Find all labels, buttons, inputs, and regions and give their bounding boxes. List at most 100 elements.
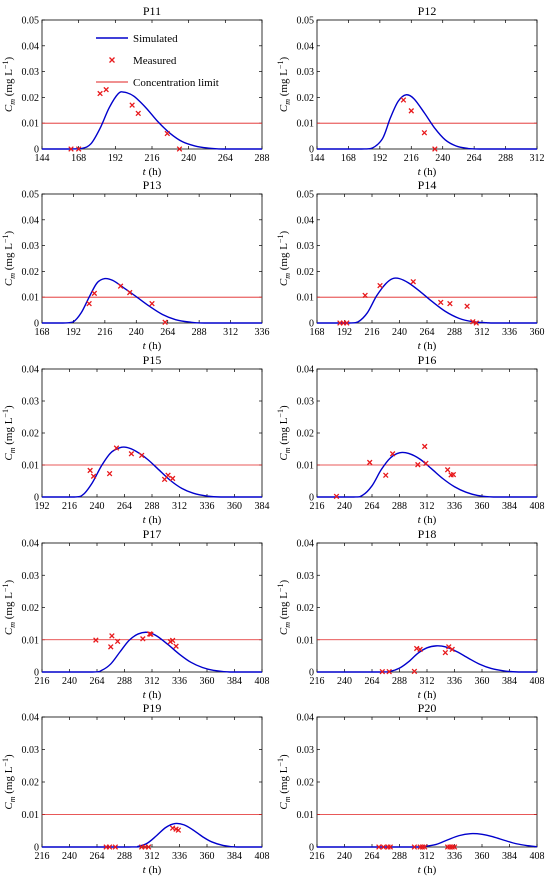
y-tick-label: 0	[309, 145, 314, 156]
x-tick-label: 216	[35, 851, 50, 862]
measured-point	[380, 844, 387, 850]
x-tick-label: 360	[227, 501, 242, 512]
y-tick-label: 0.01	[297, 461, 315, 472]
x-axis-label: t (h)	[418, 340, 437, 352]
plot-frame	[41, 193, 263, 324]
y-tick-label: 0.04	[297, 713, 315, 724]
x-tick-label: 336	[200, 501, 215, 512]
y-axis-label: Cm (mg L−1)	[1, 57, 17, 113]
y-tick-label: 0.01	[22, 119, 40, 130]
panel-title: P20	[418, 701, 437, 715]
measured-point	[437, 299, 444, 306]
y-tick-label: 0	[309, 493, 314, 504]
y-tick-label: 0.04	[297, 539, 315, 550]
y-tick-label: 0.02	[22, 93, 40, 104]
y-tick-label: 0.04	[297, 215, 315, 226]
measured-point	[410, 278, 417, 285]
x-tick-label: 264	[365, 501, 380, 512]
x-tick-label: 240	[62, 676, 77, 687]
x-tick-label: 384	[502, 501, 517, 512]
x-tick-label: 288	[117, 676, 132, 687]
y-tick-label: 0.03	[297, 571, 315, 582]
x-tick-label: 312	[145, 676, 160, 687]
x-tick-label: 336	[172, 676, 187, 687]
y-tick-label: 0.03	[22, 397, 40, 408]
simulated-curve	[42, 277, 262, 324]
legend-measured-label: Measured	[133, 55, 177, 67]
legend-simulated-label: Simulated	[133, 33, 178, 45]
measured-point	[140, 636, 146, 642]
measured-point	[400, 97, 407, 103]
x-tick-label: 288	[255, 153, 270, 164]
measured-point	[415, 461, 421, 468]
y-tick-label: 0.05	[22, 190, 40, 201]
x-tick-label: 384	[227, 676, 242, 687]
x-tick-label: 288	[192, 327, 207, 338]
x-tick-label: 216	[97, 327, 112, 338]
x-tick-label: 264	[90, 676, 105, 687]
x-tick-label: 288	[498, 153, 513, 164]
panel-p14: 168 192 216 240 264 288 312 336 360 0 0.01 0.02 0.03…	[276, 178, 545, 352]
measured-point	[449, 646, 455, 653]
y-tick-label: 0	[34, 319, 39, 330]
y-axis-label: Cm (mg L−1)	[276, 405, 292, 461]
measured-point	[175, 827, 182, 833]
x-tick-label: 192	[35, 501, 50, 512]
y-tick-label: 0.01	[22, 461, 40, 472]
measured-point	[162, 319, 168, 325]
y-tick-label: 0.04	[22, 41, 40, 52]
measured-point	[447, 300, 453, 307]
y-tick-label: 0.02	[297, 429, 315, 440]
x-tick-label: 360	[475, 851, 490, 862]
x-tick-label: 216	[404, 153, 419, 164]
x-axis-label: t (h)	[418, 864, 437, 876]
x-tick-label: 192	[108, 153, 123, 164]
measured-point	[432, 146, 438, 152]
y-tick-label: 0.03	[297, 397, 315, 408]
measured-point	[377, 282, 383, 289]
simulated-curve	[317, 451, 538, 498]
x-tick-label: 240	[62, 851, 77, 862]
measured-point	[145, 844, 152, 850]
measured-point	[164, 130, 171, 137]
x-tick-label: 336	[447, 501, 462, 512]
measured-point	[148, 631, 154, 638]
x-tick-label: 384	[502, 851, 517, 862]
measured-point	[106, 470, 113, 477]
measured-point	[86, 300, 92, 307]
x-tick-label: 144	[310, 153, 325, 164]
x-tick-label: 288	[117, 851, 132, 862]
panel-title: P19	[143, 701, 162, 715]
x-tick-label: 408	[530, 676, 545, 687]
x-tick-label: 240	[337, 851, 352, 862]
measured-point	[389, 451, 396, 457]
measured-point	[366, 459, 373, 466]
x-tick-label: 264	[467, 153, 482, 164]
x-tick-label: 312	[145, 851, 160, 862]
simulated-curve	[316, 94, 537, 150]
measured-point	[442, 649, 449, 656]
measured-point	[379, 668, 386, 675]
legend-limit-label: Concentration limit	[133, 77, 219, 89]
x-tick-label: 288	[145, 501, 160, 512]
y-axis-label: Cm (mg L−1)	[276, 57, 292, 113]
measured-point	[114, 638, 121, 645]
measured-point	[117, 283, 124, 289]
x-tick-label: 264	[365, 851, 380, 862]
measured-point	[408, 108, 415, 114]
y-tick-label: 0.01	[297, 293, 315, 304]
x-tick-label: 240	[435, 153, 450, 164]
y-axis-label: Cm (mg L−1)	[1, 231, 17, 287]
measured-point	[91, 290, 98, 297]
x-tick-label: 264	[365, 676, 380, 687]
x-tick-label: 360	[200, 676, 215, 687]
plot-frame	[41, 542, 263, 673]
measured-point	[444, 467, 451, 473]
y-tick-label: 0.03	[22, 67, 40, 78]
x-tick-label: 360	[475, 501, 490, 512]
x-tick-label: 360	[530, 327, 545, 338]
panel-p11: 144 168 192 216 240 264 288 0 0.01 0.02 0.03 0.04 0.…	[1, 4, 270, 178]
panel-title: P12	[418, 4, 437, 18]
x-axis-label: t (h)	[418, 166, 437, 178]
x-tick-label: 264	[218, 153, 233, 164]
